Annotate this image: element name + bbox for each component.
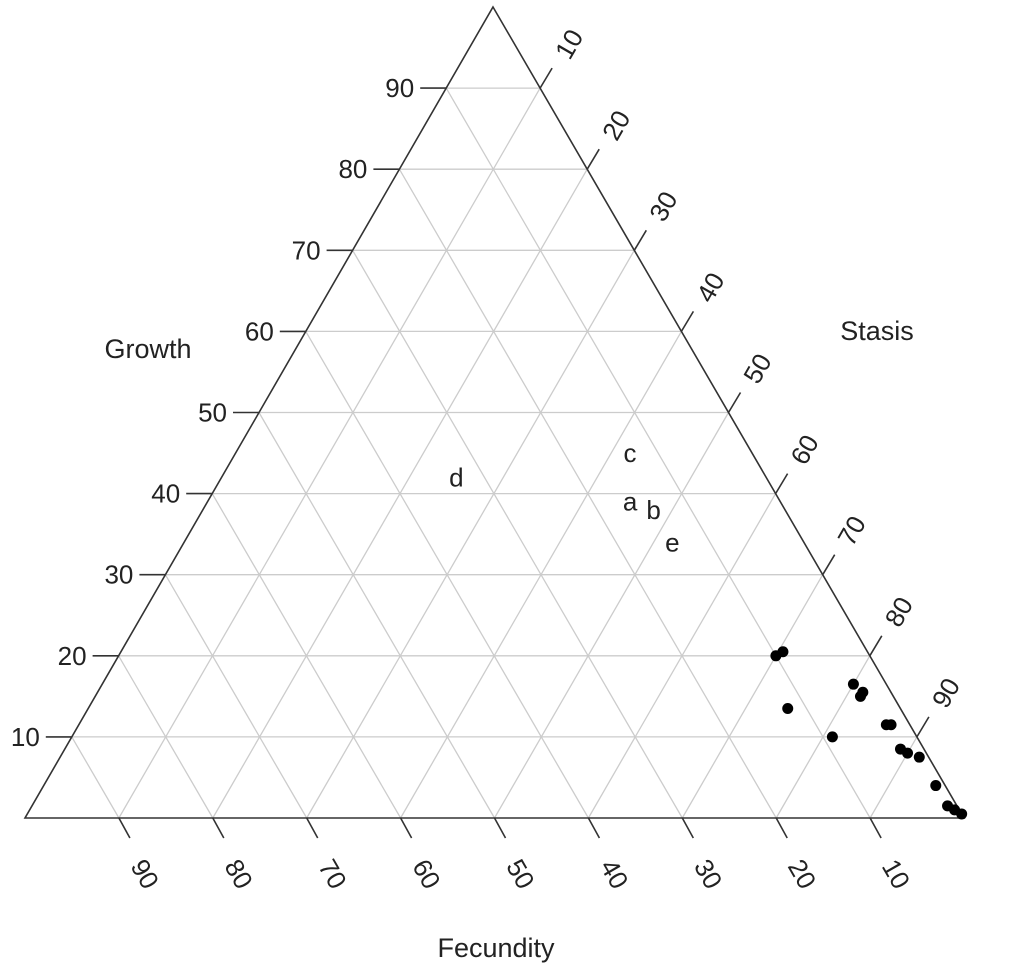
- labeled-point-c: c: [623, 438, 636, 468]
- grid-lines: [71, 87, 918, 819]
- growth-tick-label: 30: [104, 560, 133, 590]
- fecundity-tick-label: 30: [688, 854, 728, 894]
- stasis-tick: [774, 473, 789, 495]
- fecundity-tick: [212, 817, 225, 839]
- stasis-tick: [822, 554, 836, 576]
- stasis-tick: [916, 716, 930, 738]
- data-point: [885, 719, 897, 731]
- growth-tick-label: 40: [151, 479, 180, 509]
- stasis-tick-label: 80: [879, 592, 919, 632]
- fecundity-tick-label: 60: [406, 854, 446, 894]
- fecundity-tick-label: 20: [782, 854, 822, 894]
- grid-line-fecundity: [352, 249, 683, 819]
- data-point: [826, 731, 838, 743]
- fecundity-tick: [587, 817, 601, 839]
- growth-axis-title: Growth: [104, 334, 191, 364]
- grid-line-fecundity: [118, 655, 214, 819]
- fecundity-tick-label: 50: [500, 854, 540, 894]
- labeled-point-e: e: [665, 527, 679, 557]
- stasis-tick: [869, 635, 883, 657]
- labeled-point-b: b: [646, 495, 660, 525]
- stasis-tick-label: 60: [784, 430, 824, 470]
- grid-line-stasis: [306, 249, 635, 819]
- growth-tick-label: 50: [198, 398, 227, 428]
- data-point: [956, 808, 968, 820]
- fecundity-tick: [305, 817, 319, 839]
- grid-line-fecundity: [71, 736, 120, 819]
- data-point: [782, 703, 794, 715]
- fecundity-tick: [399, 817, 413, 839]
- data-point: [913, 751, 925, 763]
- data-points: c d a be: [449, 438, 968, 820]
- stasis-tick: [727, 392, 742, 413]
- growth-tick-label: 10: [11, 722, 40, 752]
- grid-line-fecundity: [211, 493, 402, 819]
- fecundity-tick-label: 10: [876, 854, 916, 894]
- grid-line-stasis: [587, 493, 777, 819]
- stasis-tick-label: 50: [737, 348, 777, 388]
- fecundity-tick: [493, 817, 507, 839]
- data-point: [777, 646, 789, 658]
- fecundity-axis-title: Fecundity: [437, 933, 555, 963]
- labeled-point-d: d: [449, 462, 463, 492]
- fecundity-tick-label: 90: [125, 854, 165, 894]
- data-point: [847, 678, 859, 690]
- fecundity-tick-label: 40: [594, 854, 634, 894]
- grid-line-stasis: [681, 574, 824, 819]
- stasis-tick-label: 10: [549, 24, 589, 64]
- stasis-tick: [680, 310, 695, 332]
- tick-marks: [45, 67, 930, 839]
- data-point: [902, 747, 914, 759]
- stasis-tick-label: 70: [831, 511, 871, 551]
- growth-tick-label: 20: [58, 641, 87, 671]
- fecundity-tick-label: 80: [219, 854, 259, 894]
- grid-line-stasis: [118, 87, 541, 819]
- grid-line-fecundity: [258, 412, 496, 819]
- axis-labels: 10 20 30 40 50 60 70 80 90 10 20 30 40 50 60 70 80 90 90 80…: [11, 24, 966, 894]
- growth-tick-label: 90: [385, 73, 414, 103]
- fecundity-tick: [118, 817, 131, 839]
- stasis-tick-label: 20: [596, 105, 636, 145]
- growth-tick-label: 60: [245, 316, 274, 346]
- fecundity-tick: [869, 817, 882, 839]
- labeled-point-a: a: [623, 487, 638, 517]
- stasis-tick: [539, 67, 553, 89]
- stasis-tick-label: 40: [690, 267, 730, 307]
- grid-line-fecundity: [164, 574, 308, 819]
- stasis-tick: [586, 148, 600, 170]
- growth-tick-label: 80: [338, 154, 367, 184]
- stasis-tick: [633, 229, 647, 251]
- stasis-tick-label: 90: [926, 673, 966, 713]
- grid-line-fecundity: [445, 87, 871, 819]
- stasis-axis-title: Stasis: [840, 316, 914, 346]
- grid-line-stasis: [493, 412, 730, 819]
- data-point: [857, 686, 869, 698]
- growth-tick-label: 70: [292, 235, 321, 265]
- fecundity-tick: [775, 817, 788, 839]
- data-point: [930, 780, 942, 792]
- stasis-tick-label: 30: [643, 186, 683, 226]
- fecundity-tick: [681, 817, 695, 839]
- fecundity-tick-label: 70: [312, 854, 352, 894]
